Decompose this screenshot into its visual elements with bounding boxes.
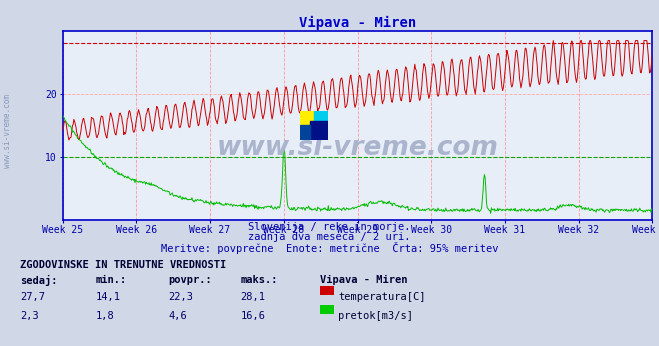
Text: temperatura[C]: temperatura[C] xyxy=(338,292,426,302)
Title: Vipava - Miren: Vipava - Miren xyxy=(299,16,416,30)
Text: pretok[m3/s]: pretok[m3/s] xyxy=(338,311,413,321)
Text: 14,1: 14,1 xyxy=(96,292,121,302)
Text: zadnja dva meseca / 2 uri.: zadnja dva meseca / 2 uri. xyxy=(248,232,411,242)
Text: maks.:: maks.: xyxy=(241,275,278,285)
Text: www.si-vreme.com: www.si-vreme.com xyxy=(3,94,13,169)
Bar xyxy=(300,111,314,126)
Bar xyxy=(314,111,328,126)
Text: sedaj:: sedaj: xyxy=(20,275,57,286)
Bar xyxy=(300,126,310,140)
Text: ZGODOVINSKE IN TRENUTNE VREDNOSTI: ZGODOVINSKE IN TRENUTNE VREDNOSTI xyxy=(20,260,226,270)
Text: min.:: min.: xyxy=(96,275,127,285)
Text: www.si-vreme.com: www.si-vreme.com xyxy=(217,135,498,161)
Text: Slovenija / reke in morje.: Slovenija / reke in morje. xyxy=(248,222,411,232)
Text: 28,1: 28,1 xyxy=(241,292,266,302)
Text: 1,8: 1,8 xyxy=(96,311,114,321)
Text: 2,3: 2,3 xyxy=(20,311,38,321)
Text: 27,7: 27,7 xyxy=(20,292,45,302)
Text: Vipava - Miren: Vipava - Miren xyxy=(320,275,407,285)
Bar xyxy=(310,121,328,140)
Text: povpr.:: povpr.: xyxy=(168,275,212,285)
Text: Meritve: povprečne  Enote: metrične  Črta: 95% meritev: Meritve: povprečne Enote: metrične Črta:… xyxy=(161,242,498,254)
Text: 4,6: 4,6 xyxy=(168,311,186,321)
Text: 22,3: 22,3 xyxy=(168,292,193,302)
Text: 16,6: 16,6 xyxy=(241,311,266,321)
